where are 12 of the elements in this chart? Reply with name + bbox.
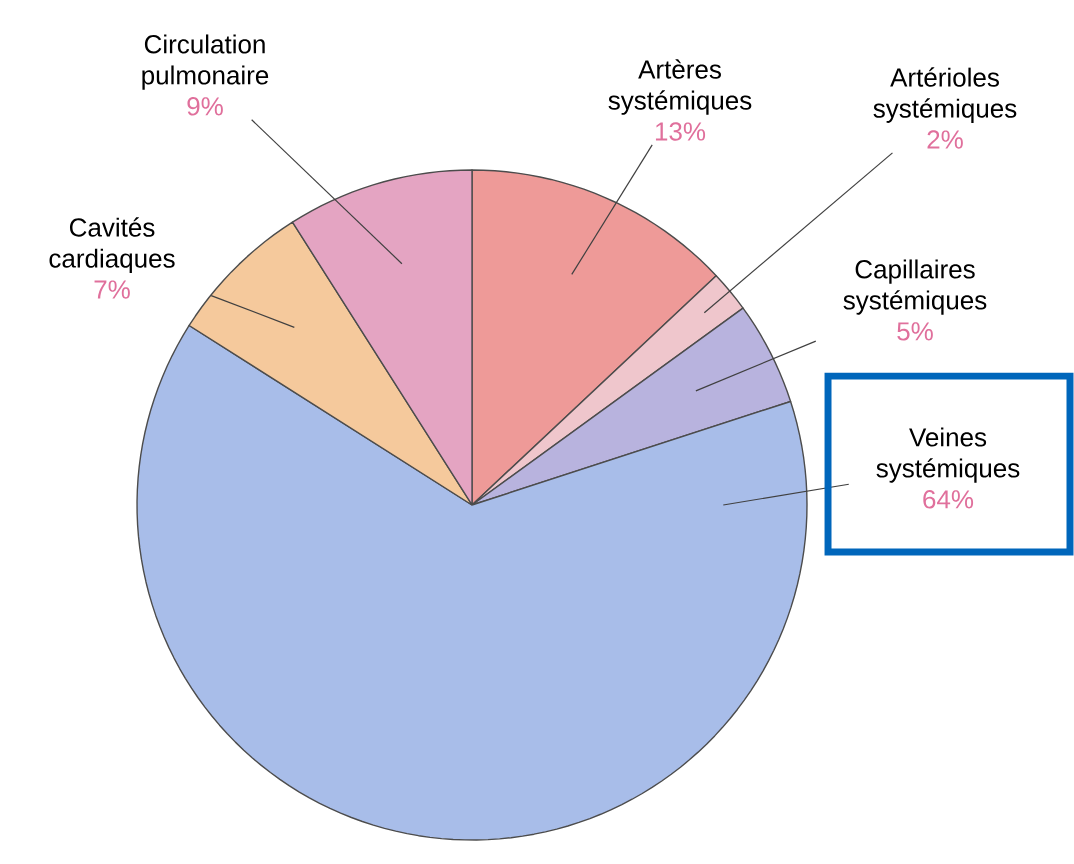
data-label: 9% <box>187 97 223 116</box>
slice-label: Artérioles systémiques <box>873 67 1017 123</box>
data-label: 5% <box>897 322 933 341</box>
slice-label: Cavités cardiaques <box>49 217 175 273</box>
data-label: 7% <box>94 280 130 299</box>
slice-label: Veines systémiques <box>876 427 1020 483</box>
data-label: 13% <box>655 122 706 141</box>
data-label: 2% <box>927 130 963 149</box>
data-label: 64% <box>923 490 974 509</box>
slice-label: Artères systémiques <box>608 59 752 115</box>
slice-label: Circulation pulmonaire <box>142 34 269 90</box>
slice-label: Capillaires systémiques <box>843 259 987 315</box>
